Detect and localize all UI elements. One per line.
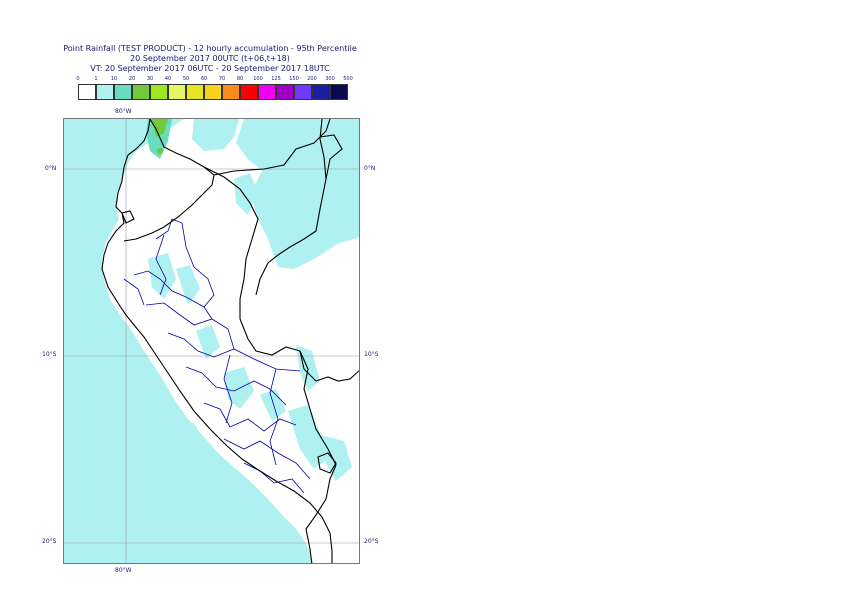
chile-border [299,350,311,410]
legend-tick-4: 30 [146,76,154,82]
lon-label-top: 80°W [115,108,132,115]
legend-tick-5: 40 [164,76,172,82]
precip-cell-9 [320,435,352,481]
legend-swatch-5 [168,84,186,100]
legend-tick-2: 10 [110,76,118,82]
map-canvas [64,119,359,563]
legend-swatch-10 [258,84,276,100]
legend-tick-14: 300 [325,76,335,82]
legend-swatch-13 [312,84,330,100]
bolivia-border [299,350,359,382]
legend-tick-3: 20 [128,76,136,82]
precip-cell-1 [278,123,304,143]
precip-cell-11 [174,419,204,449]
precip-heavy-areas [152,119,168,154]
precip-top-strip [192,119,239,151]
northern-border [123,119,215,242]
precip-cell-5 [196,325,220,359]
coastline [101,119,333,563]
lake-titicaca [317,452,337,474]
lat-label-right-0: 0°N [364,165,376,172]
legend-swatch-3 [132,84,150,100]
lat-label-right-10: 10°S [364,351,379,358]
precip-cell-8 [288,405,330,469]
legend-swatch-11 [276,84,294,100]
precip-northeast-area [236,119,359,269]
legend-tick-13: 200 [307,76,317,82]
legend-swatch-1 [96,84,114,100]
legend-swatch-12 [294,84,312,100]
legend-swatch-8 [222,84,240,100]
lat-label-left-0: 0°N [45,165,57,172]
legend-tick-8: 70 [218,76,226,82]
legend-tick-7: 60 [200,76,208,82]
precip-cell-6 [224,367,254,409]
eastern-border-brazil [203,166,301,356]
legend-tick-11: 125 [271,76,281,82]
run-time-label: 20 September 2017 00UTC (t+06,t+18) [130,54,290,63]
precip-cell-4 [176,265,200,305]
bolivia-border-south [305,408,337,563]
legend-swatch-4 [150,84,168,100]
department-borders [123,218,311,494]
precip-ocean-northwest [64,119,314,563]
lat-label-left-20: 20°S [42,538,57,545]
valid-time-label: VT: 20 September 2017 06UTC - 20 Septemb… [90,64,330,73]
gulf-inlet [121,210,135,224]
legend-swatch-2 [114,84,132,100]
legend-tick-12: 150 [289,76,299,82]
legend-swatch-9 [240,84,258,100]
legend-tick-15: 500 [343,76,353,82]
lon-label-bottom: 80°W [115,567,132,574]
precip-heavy-north [152,119,168,137]
lat-label-left-10: 10°S [42,351,57,358]
precip-cell-3 [148,253,176,299]
precip-medium-north [146,119,172,159]
colombia-brazil-border [319,134,343,180]
legend-tick-10: 100 [253,76,263,82]
graticule [64,119,359,563]
coastline-borders [101,119,359,563]
colombia-border [255,119,327,296]
precip-heavy-cell [157,148,163,154]
legend-tick-9: 80 [236,76,244,82]
legend-tick-0: 0 [76,76,80,82]
precip-cell-2 [234,173,258,215]
precip-cell-7 [260,389,286,421]
legend-swatch-7 [204,84,222,100]
chart-title: Point Rainfall (TEST PRODUCT) - 12 hourl… [63,44,357,53]
legend-swatch-14 [330,84,348,100]
lat-label-right-20: 20°S [364,538,379,545]
legend-swatch-0 [78,84,96,100]
border-colombia-ecuador [213,119,331,176]
precip-medium-areas [146,119,172,159]
legend-tick-1: 1 [94,76,98,82]
rainfall-map [63,118,360,564]
legend-swatch-6 [186,84,204,100]
legend-tick-6: 50 [182,76,190,82]
